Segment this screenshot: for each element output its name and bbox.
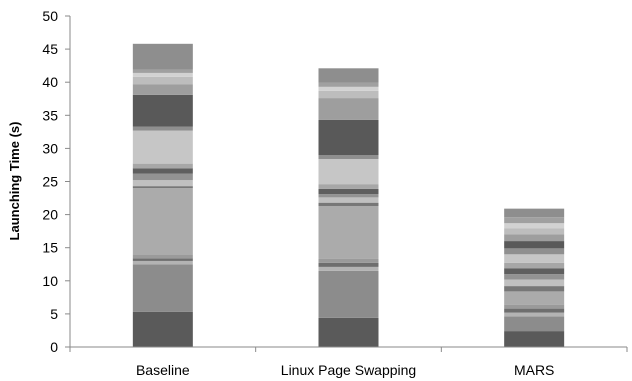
- bar-segment: [132, 69, 193, 73]
- y-tick-label: 20: [42, 207, 58, 223]
- bar-stack: [504, 208, 565, 347]
- bar-segment: [504, 312, 565, 317]
- x-category-label: MARS: [514, 362, 554, 378]
- bar-segment: [318, 98, 379, 120]
- y-tick-label: 0: [50, 339, 58, 355]
- x-category-label: Baseline: [136, 362, 190, 378]
- bar-segment: [318, 184, 379, 189]
- bar-segment: [318, 262, 379, 267]
- y-tick-label: 25: [42, 174, 58, 190]
- bar-segment: [132, 130, 193, 164]
- bar-segment: [132, 43, 193, 70]
- y-axis-title: Launching Time (s): [7, 122, 22, 241]
- bar-segment: [318, 197, 379, 203]
- y-tick-label: 5: [50, 306, 58, 322]
- bar-segment: [132, 126, 193, 131]
- bar-segment: [318, 205, 379, 259]
- bar-segment: [132, 186, 193, 189]
- bar-segment: [318, 86, 379, 91]
- bar-segment: [318, 317, 379, 347]
- y-tick-label: 15: [42, 240, 58, 256]
- bar-segment: [504, 331, 565, 347]
- bar-segment: [504, 254, 565, 263]
- y-tick-label: 45: [42, 41, 58, 57]
- bar-segment: [504, 234, 565, 242]
- bar-segment: [504, 217, 565, 224]
- y-tick-label: 40: [42, 74, 58, 90]
- bar-segment: [504, 308, 565, 313]
- bar-segment: [318, 266, 379, 271]
- bar-segment: [504, 279, 565, 287]
- bar-segment: [504, 248, 565, 255]
- bar-segment: [318, 270, 379, 318]
- y-tick-label: 10: [42, 273, 58, 289]
- bar-segment: [318, 188, 379, 195]
- bar-segment: [318, 119, 379, 156]
- bar-segment: [318, 202, 379, 206]
- bar-segment: [132, 163, 193, 169]
- bar-segment: [504, 228, 565, 235]
- bar-segment: [318, 194, 379, 198]
- bar-segment: [132, 264, 193, 312]
- bar-segment: [132, 258, 193, 261]
- bar-segment: [504, 316, 565, 332]
- bar-segment: [132, 94, 193, 127]
- bar-segment: [132, 84, 193, 95]
- y-tick-label: 50: [42, 8, 58, 24]
- y-ticks: 0 5 10 15 20 25 30 35 40 45 50: [42, 8, 70, 355]
- bar-segment: [318, 158, 379, 185]
- bars-layer: [132, 43, 565, 347]
- bar-segment: [132, 76, 193, 85]
- y-tick-label: 35: [42, 107, 58, 123]
- bar-segment: [318, 258, 379, 263]
- bar-segment: [132, 180, 193, 187]
- bar-segment: [132, 168, 193, 174]
- bar-segment: [504, 304, 565, 309]
- bar-segment: [504, 268, 565, 275]
- x-ticks: Baseline Linux Page Swapping MARS: [69, 347, 628, 378]
- bar-segment: [318, 82, 379, 87]
- bar-segment: [504, 286, 565, 292]
- bar-segment: [132, 311, 193, 347]
- bar-stack: [132, 43, 193, 347]
- bar-segment: [132, 173, 193, 181]
- bar-segment: [132, 72, 193, 77]
- bar-segment: [132, 254, 193, 259]
- bar-segment: [132, 188, 193, 255]
- bar-segment: [318, 155, 379, 159]
- bar-segment: [504, 208, 565, 218]
- y-tick-label: 30: [42, 140, 58, 156]
- bar-segment: [504, 274, 565, 280]
- bar-segment: [504, 223, 565, 229]
- bar-segment: [504, 262, 565, 269]
- bar-segment: [318, 68, 379, 83]
- bar-segment: [504, 241, 565, 249]
- bar-stack: [318, 68, 379, 347]
- bar-segment: [132, 260, 193, 265]
- bar-segment: [504, 291, 565, 305]
- x-category-label: Linux Page Swapping: [281, 362, 416, 378]
- bar-segment: [318, 90, 379, 99]
